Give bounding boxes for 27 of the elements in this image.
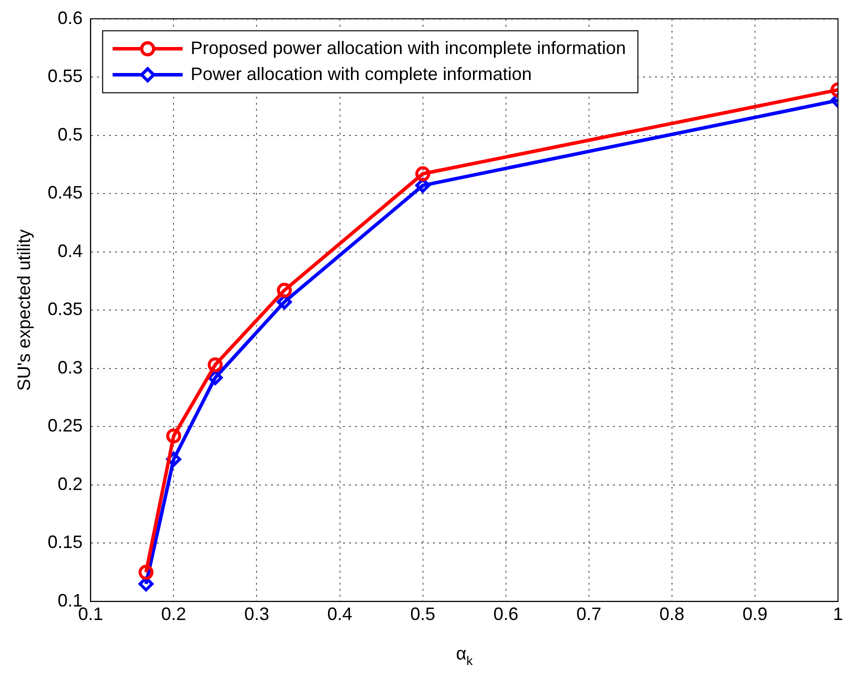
y-axis-title: SU's expected utility — [14, 229, 34, 391]
point — [166, 428, 182, 444]
legend-label: Proposed power allocation with incomplete information — [190, 38, 626, 58]
x-tick-label: 0.3 — [244, 604, 270, 624]
x-tick-label: 0.4 — [327, 604, 352, 624]
x-tick-label: 0.6 — [493, 604, 518, 624]
y-tick-label: 0.35 — [48, 299, 83, 320]
x-tick-label: 0.9 — [742, 604, 768, 624]
point — [415, 166, 430, 182]
x-tick-label: 1 — [832, 604, 844, 624]
y-tick-label: 0.25 — [48, 416, 83, 436]
x-tick-label: 0.5 — [410, 604, 436, 624]
point — [276, 282, 292, 298]
x-tick-label: 0.2 — [161, 604, 186, 624]
x-tick-label: 0.8 — [659, 604, 684, 624]
y-tick-label: 0.6 — [58, 8, 83, 28]
y-tick-label: 0.55 — [48, 66, 83, 86]
point — [208, 357, 223, 372]
y-tick-label: 0.4 — [58, 240, 83, 261]
point — [138, 564, 154, 580]
y-tick-label: 0.15 — [48, 532, 83, 552]
y-tick-label: 0.5 — [58, 124, 83, 144]
legend-label: Power allocation with complete information — [190, 64, 532, 84]
y-tick-label: 0.2 — [58, 474, 83, 494]
y-tick-label: 0.3 — [58, 357, 83, 378]
x-tick-label: 0.7 — [576, 604, 602, 624]
y-tick-label: 0.45 — [48, 182, 83, 203]
